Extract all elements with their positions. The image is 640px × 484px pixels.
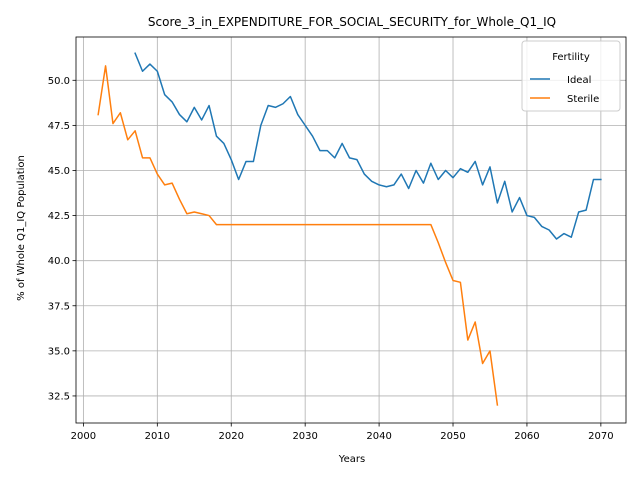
y-tick-label: 32.5 bbox=[48, 391, 70, 402]
y-axis-label: % of Whole Q1_IQ Population bbox=[16, 155, 27, 301]
y-tick-label: 40.0 bbox=[48, 256, 70, 267]
x-tick-label: 2020 bbox=[219, 431, 244, 442]
legend-label-ideal: Ideal bbox=[567, 75, 591, 86]
x-tick-label: 2010 bbox=[145, 431, 170, 442]
legend-box bbox=[521, 40, 621, 112]
y-tick-label: 50.0 bbox=[48, 76, 70, 87]
grid-lines bbox=[76, 37, 626, 423]
series-line-ideal bbox=[134, 52, 602, 240]
chart-title: Score_3_in_EXPENDITURE_FOR_SOCIAL_SECURI… bbox=[148, 15, 556, 29]
series-lines bbox=[97, 52, 602, 406]
y-tick-label: 35.0 bbox=[48, 346, 70, 357]
x-tick-label: 2060 bbox=[514, 431, 539, 442]
x-tick-label: 2040 bbox=[366, 431, 391, 442]
y-axis-ticks: 32.5 35.0 37.5 40.0 42.5 45.0 47.5 50.0 bbox=[48, 76, 76, 402]
legend-title: Fertility bbox=[552, 52, 590, 63]
x-axis-ticks: 2000 2010 2020 2030 2040 2050 2060 2070 bbox=[71, 423, 614, 442]
y-tick-label: 37.5 bbox=[48, 301, 70, 312]
x-axis-label: Years bbox=[338, 454, 365, 465]
legend: Fertility Ideal Sterile bbox=[521, 40, 621, 112]
plot-area-frame bbox=[75, 36, 627, 424]
x-tick-label: 2000 bbox=[71, 431, 96, 442]
x-tick-label: 2050 bbox=[440, 431, 465, 442]
y-tick-label: 47.5 bbox=[48, 121, 70, 132]
y-tick-label: 42.5 bbox=[48, 211, 70, 222]
x-tick-label: 2030 bbox=[292, 431, 317, 442]
x-tick-label: 2070 bbox=[588, 431, 613, 442]
y-tick-label: 45.0 bbox=[48, 166, 70, 177]
series-line-sterile bbox=[97, 65, 499, 406]
legend-label-sterile: Sterile bbox=[567, 94, 599, 105]
